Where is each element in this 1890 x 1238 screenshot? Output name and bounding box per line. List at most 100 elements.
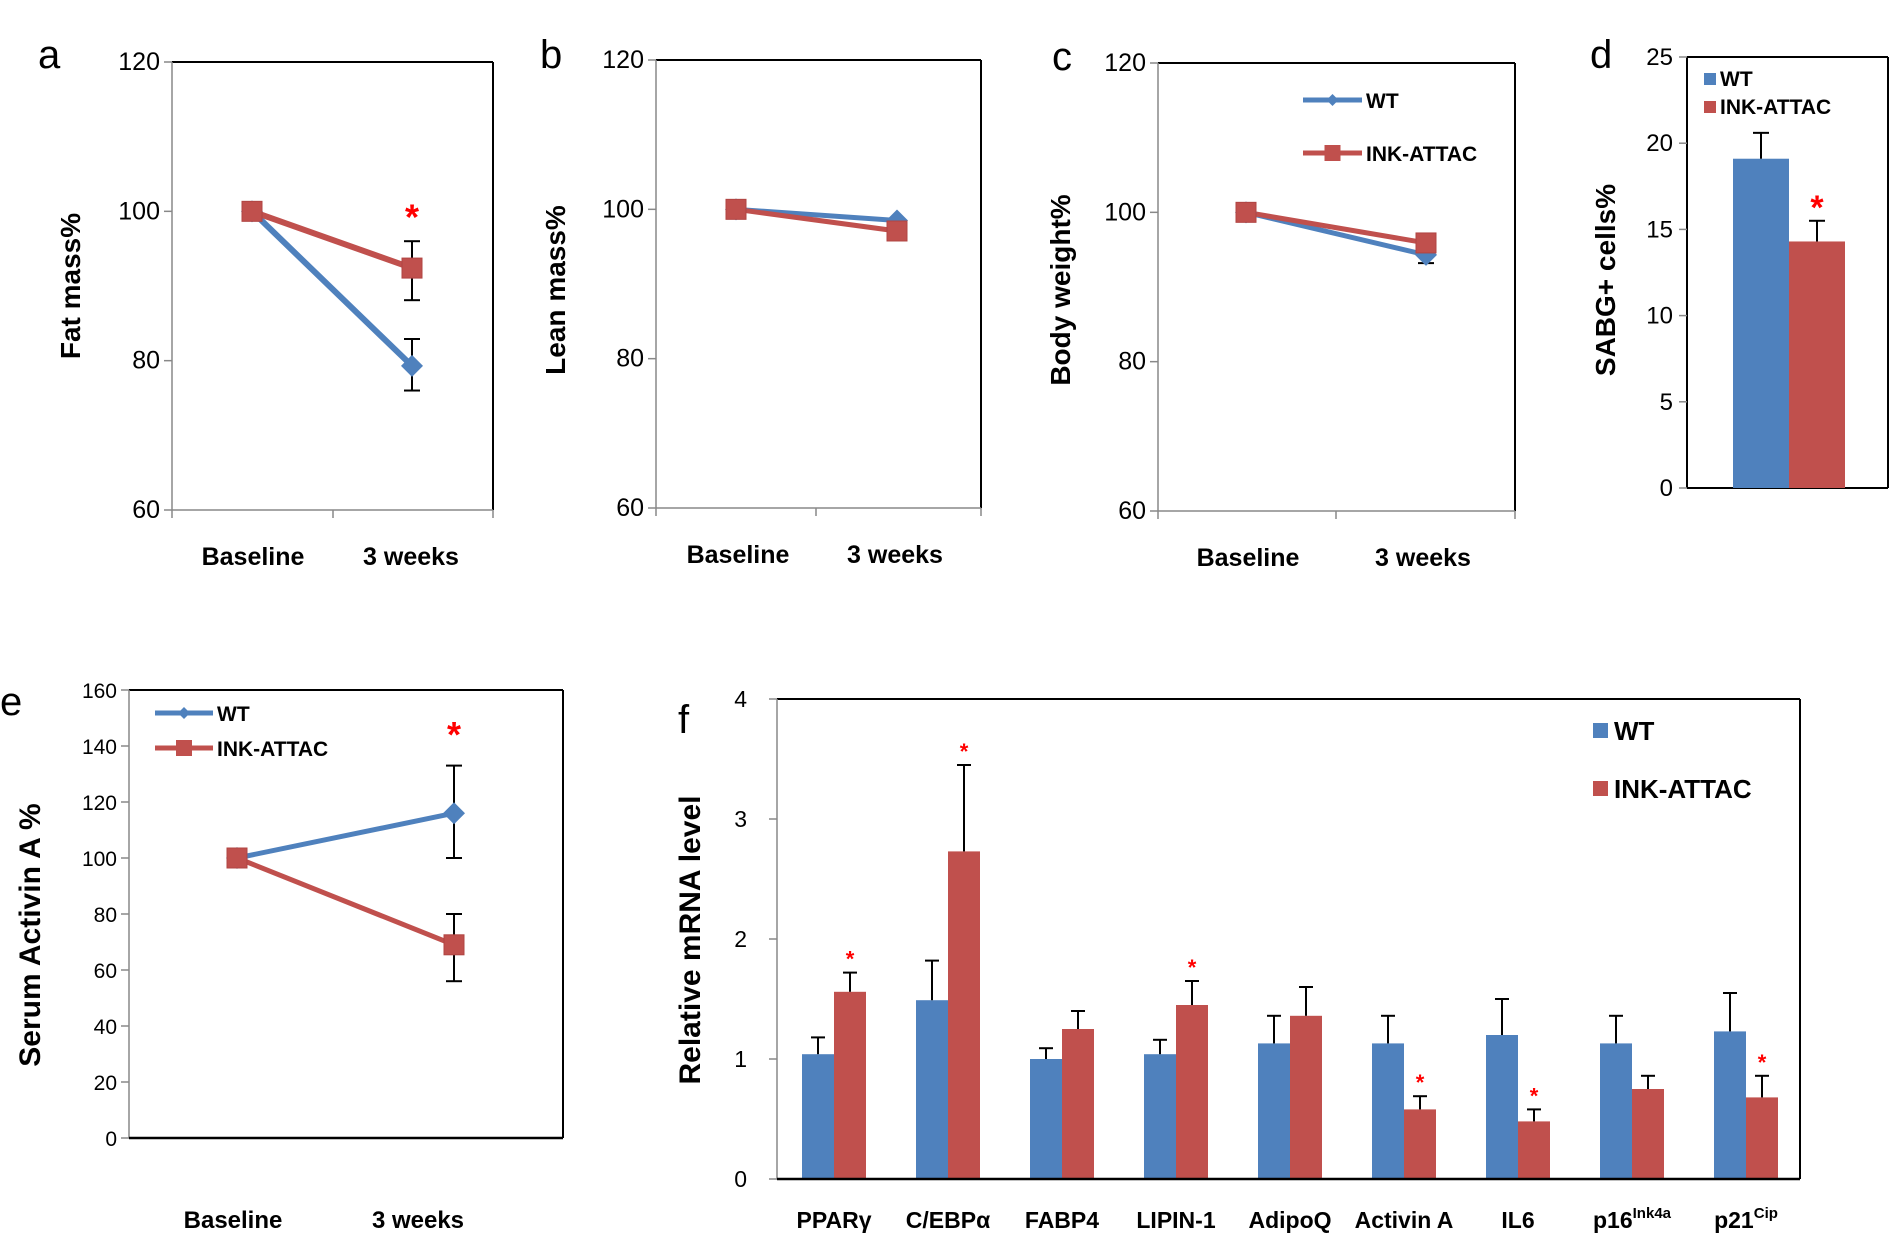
legend-label-ink-attac: INK-ATTAC — [1614, 774, 1752, 804]
y-tick-label: 60 — [132, 496, 160, 524]
legend-label-ink-attac: INK-ATTAC — [1366, 143, 1477, 166]
legend-diamond-marker — [1326, 94, 1339, 106]
y-axis-title: Serum Activin A % — [14, 803, 47, 1066]
legend-swatch-ink-attac — [1704, 101, 1716, 113]
y-axis-title: Lean mass% — [540, 205, 571, 375]
significance-asterisk: * — [1530, 1083, 1539, 1108]
panel-letter: b — [540, 33, 562, 77]
bar-ink-attac — [1632, 1089, 1664, 1179]
category-base-text: p21 — [1714, 1207, 1754, 1233]
series-line-ink-attac — [1245, 209, 1427, 246]
y-tick-label: 20 — [94, 1072, 117, 1095]
legend-label-ink-attac: INK-ATTAC — [217, 738, 328, 761]
y-axis-title: SABG+ cells% — [1590, 184, 1621, 376]
x-tick-label: Baseline — [687, 541, 790, 569]
y-tick-label: 0 — [105, 1128, 117, 1151]
bar-wt — [1714, 1031, 1746, 1179]
y-tick-label: 1 — [734, 1046, 747, 1072]
legend-swatch-wt — [1704, 73, 1716, 85]
significance-asterisk: * — [1416, 1070, 1425, 1095]
legend-square-marker — [176, 740, 192, 756]
y-axis-title: Body weight% — [1045, 194, 1076, 385]
x-tick-label: AdipoQ — [1248, 1207, 1331, 1233]
y-tick-label: 140 — [82, 736, 117, 759]
bar-ink-attac — [834, 991, 866, 1179]
panel-letter: c — [1052, 35, 1072, 79]
square-marker — [401, 257, 423, 279]
square-marker — [1415, 232, 1437, 254]
significance-asterisk: * — [1188, 955, 1197, 980]
panel-letter: e — [0, 680, 22, 724]
legend-square-marker — [1324, 145, 1341, 161]
significance-asterisk: * — [1758, 1050, 1767, 1075]
y-tick-label: 0 — [1660, 475, 1673, 502]
x-tick-label: IL6 — [1501, 1207, 1534, 1233]
x-tick-label: Activin A — [1355, 1207, 1454, 1233]
diamond-marker — [443, 802, 465, 825]
panel-b: b 60 80 100 120 Baseline 3 weeks Lean mass% — [540, 33, 982, 569]
x-tick-label: 3 weeks — [372, 1207, 464, 1234]
x-tick-label: PPARγ — [797, 1207, 872, 1233]
bar-wt — [1372, 1043, 1404, 1179]
y-tick-label: 120 — [602, 46, 644, 74]
y-tick-label: 100 — [1104, 198, 1146, 226]
y-tick-label: 120 — [1104, 49, 1146, 77]
y-tick-label: 80 — [1118, 348, 1146, 376]
y-tick-label: 15 — [1646, 216, 1673, 243]
panel-c: c 60 80 100 120 Baseline 3 weeks Body weight% WT… — [1045, 35, 1516, 572]
series-line-ink-attac — [735, 206, 898, 234]
x-tick-label: LIPIN-1 — [1136, 1207, 1215, 1233]
square-marker — [886, 220, 908, 242]
bar-wt — [1030, 1059, 1062, 1179]
legend-label-ink-attac: INK-ATTAC — [1720, 96, 1831, 119]
x-tick-label: FABP4 — [1025, 1207, 1099, 1233]
square-marker — [725, 198, 747, 220]
x-tick-label: p16Ink4a — [1593, 1205, 1672, 1233]
y-tick-label: 100 — [82, 848, 117, 871]
x-tick-label: C/EBPα — [906, 1207, 990, 1233]
y-tick-label: 120 — [82, 792, 117, 815]
significance-asterisk: * — [447, 714, 461, 755]
y-axis-title: Fat mass% — [55, 213, 86, 359]
significance-asterisk: * — [960, 739, 969, 764]
y-tick-label: 5 — [1660, 389, 1673, 416]
category-superscript: Ink4a — [1633, 1205, 1672, 1222]
y-tick-label: 80 — [132, 347, 160, 375]
legend: WT INK-ATTAC — [1593, 716, 1752, 804]
square-marker — [443, 934, 465, 956]
significance-asterisk: * — [405, 196, 419, 237]
bar-wt — [802, 1054, 834, 1179]
square-marker — [241, 200, 263, 222]
bar-ink-attac — [948, 851, 980, 1179]
x-tick-label: p21Cip — [1714, 1205, 1778, 1233]
series-line-wt — [249, 209, 415, 369]
panel-d: d 0 5 10 15 20 25 SABG+ cells% * WT INK-ATTAC — [1590, 33, 1889, 502]
bar-ink-attac — [1789, 241, 1845, 488]
y-tick-label: 60 — [94, 960, 117, 983]
panel-f: f 0 1 2 3 4 Relative mRNA level * PPARγ * C/EBPα FA… — [674, 686, 1801, 1233]
y-tick-label: 4 — [734, 686, 747, 712]
panel-a: a 60 80 100 120 Baseline 3 weeks Fat mass% * — [38, 33, 494, 571]
x-tick-label: Baseline — [184, 1207, 283, 1234]
y-tick-label: 20 — [1646, 130, 1673, 157]
legend: WT INK-ATTAC — [155, 703, 328, 761]
bar-ink-attac — [1746, 1097, 1778, 1179]
bar-ink-attac — [1176, 1005, 1208, 1179]
y-tick-label: 160 — [82, 680, 117, 703]
y-tick-label: 0 — [734, 1166, 747, 1192]
legend: WT INK-ATTAC — [1704, 68, 1831, 119]
y-tick-label: 3 — [734, 806, 747, 832]
panel-letter: d — [1590, 33, 1612, 77]
y-tick-label: 100 — [602, 195, 644, 223]
bar-wt — [1144, 1054, 1176, 1179]
x-tick-label: 3 weeks — [847, 541, 943, 569]
bar-ink-attac — [1290, 1015, 1322, 1179]
y-tick-label: 40 — [94, 1016, 117, 1039]
bar-wt — [916, 1000, 948, 1179]
legend-label-wt: WT — [1366, 90, 1399, 113]
y-axis-title: Relative mRNA level — [674, 795, 707, 1084]
bar-wt — [1486, 1035, 1518, 1179]
series-line-ink-attac — [236, 855, 455, 948]
legend-label-wt: WT — [1720, 68, 1753, 91]
